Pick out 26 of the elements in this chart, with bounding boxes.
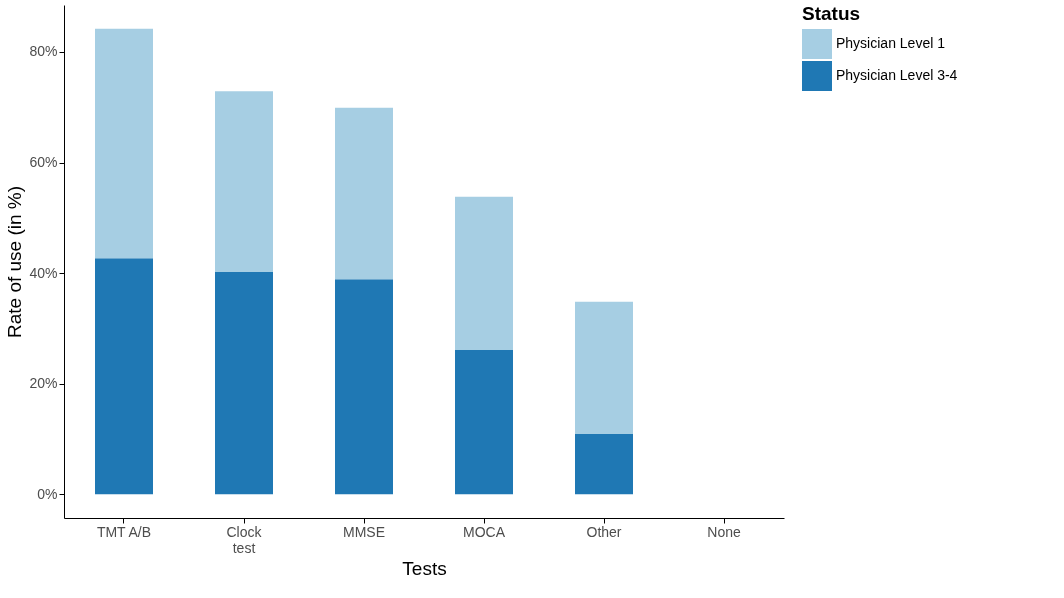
bar (95, 28, 153, 259)
y-tick-label: 80% (29, 43, 58, 60)
x-tick-label: MMSE (343, 523, 385, 540)
bar (455, 349, 513, 495)
bar (215, 91, 273, 272)
bar (575, 301, 633, 434)
legend-title: Status (802, 3, 861, 24)
bar (575, 433, 633, 495)
legend-label: Physician Level 3-4 (836, 67, 958, 83)
x-axis-title: Tests (402, 557, 447, 579)
legend-label: Physician Level 1 (836, 35, 946, 51)
x-tick-label: Other (586, 523, 622, 540)
x-tick-label: TMT A/B (96, 523, 152, 540)
y-tick-label: 20% (29, 375, 58, 392)
y-tick-label: 40% (29, 264, 58, 281)
x-tick-label: None (707, 523, 741, 540)
bar (455, 196, 513, 350)
y-tick-label: 0% (37, 485, 58, 502)
bar (335, 279, 393, 495)
x-tick-label: MOCA (463, 523, 506, 540)
y-axis-title: Rate of use (in %) (4, 185, 26, 339)
bar (95, 258, 153, 495)
bar (335, 107, 393, 280)
y-tick-label: 60% (29, 154, 58, 171)
x-tick-label: Clock test (226, 523, 263, 556)
bar (215, 272, 273, 495)
